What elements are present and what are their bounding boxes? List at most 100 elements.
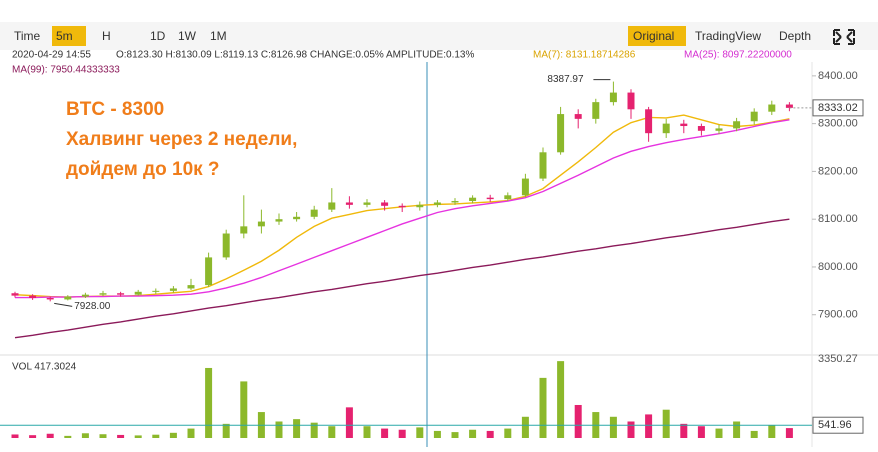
candle-body <box>222 233 230 258</box>
volume-bar <box>521 416 529 438</box>
volume-bar <box>99 434 107 438</box>
volume-bar <box>64 435 72 438</box>
info-ma25: MA(25): 8097.22200000 <box>684 50 792 61</box>
volume-bar <box>29 435 37 438</box>
volume-bar <box>363 426 371 438</box>
view-button[interactable]: TradingView <box>695 29 761 43</box>
volume-bar <box>750 430 758 438</box>
low-arrow <box>54 302 73 307</box>
candle-body <box>381 202 389 206</box>
volume-bar <box>416 427 424 438</box>
info-ma99: MA(99): 7950.44333333 <box>12 65 120 76</box>
volume-bar <box>486 430 494 438</box>
candle-body <box>680 123 688 127</box>
volume-bar <box>715 428 723 438</box>
volume-title: VOL 417.3024 <box>12 362 77 373</box>
candle-body <box>99 293 107 295</box>
candle-body <box>240 226 248 234</box>
candle-body <box>574 114 582 119</box>
volume-bar <box>187 428 195 438</box>
candle-body <box>363 202 371 205</box>
volume-bar <box>11 434 19 438</box>
interval-button[interactable]: 1M <box>210 29 227 43</box>
volume-bar <box>451 432 459 438</box>
candle-body <box>645 109 653 134</box>
volume-bar <box>662 409 670 438</box>
candle-body <box>275 219 283 222</box>
volume-bar <box>627 421 635 438</box>
candle-body <box>785 104 793 108</box>
candle-body <box>750 111 758 122</box>
candle-body <box>345 202 353 205</box>
y-tick-label: 8000.00 <box>818 261 858 273</box>
toolbar <box>0 22 878 50</box>
volume-bar <box>609 416 617 438</box>
volume-bar <box>469 429 477 438</box>
candle-body <box>46 298 54 300</box>
candle-body <box>469 197 477 202</box>
volume-bar <box>768 425 776 438</box>
candle-body <box>433 202 441 205</box>
volume-bar <box>310 422 318 438</box>
volume-bar <box>205 367 213 438</box>
volume-bar <box>293 419 301 438</box>
volume-bar <box>46 433 54 438</box>
volume-bar <box>169 432 177 438</box>
candle-body <box>29 295 37 299</box>
candle-body <box>416 204 424 208</box>
annotation: Халвинг через 2 недели, <box>66 129 297 150</box>
volume-bar <box>240 381 248 438</box>
volume-bar <box>222 423 230 438</box>
candle-body <box>627 92 635 110</box>
volume-tick-label: 3350.27 <box>818 353 858 365</box>
interval-button[interactable]: 5m <box>56 29 73 43</box>
view-button[interactable]: Depth <box>779 29 811 43</box>
volume-last-box <box>812 416 864 434</box>
interval-button[interactable]: 1D <box>150 29 166 43</box>
view-button[interactable]: Original <box>633 29 674 43</box>
candle-body <box>134 291 142 295</box>
ma-line <box>15 119 790 299</box>
candle-body <box>310 209 318 217</box>
candle-body <box>697 126 705 131</box>
candle-body <box>609 92 617 103</box>
interval-button[interactable]: 1W <box>178 29 197 43</box>
candle-body <box>715 128 723 131</box>
interval-button[interactable]: Time <box>14 29 41 43</box>
volume-bar <box>645 414 653 438</box>
candle-body <box>557 114 565 153</box>
y-tick-label: 8300.00 <box>818 118 858 130</box>
volume-bar <box>398 429 406 438</box>
last-price-box <box>812 99 864 117</box>
info-time: 2020-04-29 14:55 <box>12 50 91 61</box>
candle-body <box>81 294 89 297</box>
candle-body <box>398 205 406 208</box>
volume-bar <box>81 433 89 438</box>
fullscreen-button[interactable] <box>833 29 855 45</box>
candle-body <box>662 123 670 134</box>
candle-body <box>257 221 265 227</box>
candle-body <box>328 202 336 210</box>
candle-body <box>451 201 459 203</box>
volume-bar <box>381 428 389 438</box>
active-button <box>628 26 686 46</box>
candle-body <box>117 293 125 295</box>
volume-bar <box>117 434 125 438</box>
volume-bar <box>680 423 688 438</box>
candle-body <box>733 121 741 129</box>
volume-bar <box>433 430 441 438</box>
info-ohlc: O:8123.30 H:8130.09 L:8119.13 C:8126.98 … <box>116 50 474 61</box>
candle-body <box>11 293 19 296</box>
volume-bar <box>152 434 160 438</box>
y-tick-label: 8400.00 <box>818 70 858 82</box>
candle-body <box>521 178 529 196</box>
y-tick-label: 7900.00 <box>818 309 858 321</box>
candle-body <box>592 102 600 119</box>
ma-line <box>14 218 790 339</box>
volume-bar <box>504 428 512 438</box>
volume-last-label: 541.96 <box>818 419 852 431</box>
interval-button[interactable]: H <box>102 29 111 43</box>
volume-bar <box>134 435 142 438</box>
